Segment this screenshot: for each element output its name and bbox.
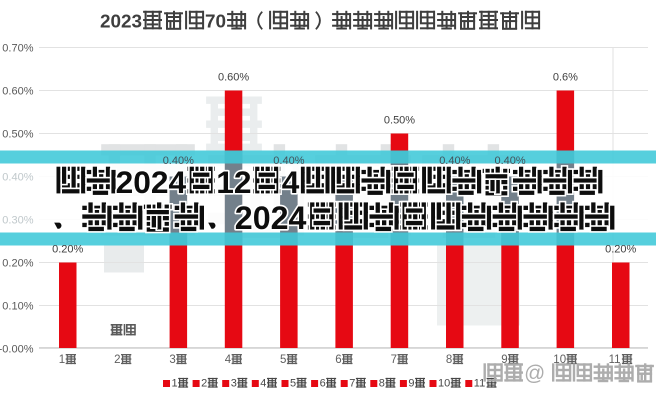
- svg-text:6: 6: [335, 354, 341, 366]
- svg-text:2: 2: [114, 354, 120, 366]
- svg-text:2024: 2024: [116, 164, 187, 200]
- svg-text:8: 8: [446, 354, 452, 366]
- svg-text:@: @: [524, 362, 545, 385]
- svg-text:0.6%: 0.6%: [553, 72, 578, 84]
- svg-text:0.50%: 0.50%: [384, 115, 415, 127]
- svg-text:7: 7: [349, 378, 355, 390]
- svg-text:2023: 2023: [100, 12, 142, 33]
- svg-text:2: 2: [201, 378, 207, 390]
- svg-text:6: 6: [320, 378, 326, 390]
- svg-text:0.20%: 0.20%: [605, 244, 636, 256]
- svg-text:0.10%: 0.10%: [2, 300, 33, 312]
- svg-text:1: 1: [59, 354, 65, 366]
- svg-text:0.20%: 0.20%: [2, 257, 33, 269]
- svg-text:4: 4: [225, 354, 232, 366]
- svg-text:0.70%: 0.70%: [2, 42, 33, 54]
- svg-text:0.60%: 0.60%: [2, 85, 33, 97]
- svg-text:12: 12: [216, 164, 251, 200]
- svg-text:0.40%: 0.40%: [273, 155, 304, 167]
- svg-text:2024: 2024: [235, 200, 307, 236]
- svg-text:9: 9: [501, 354, 507, 366]
- svg-text:0.30%: 0.30%: [2, 214, 33, 226]
- svg-text:10: 10: [553, 354, 566, 366]
- svg-text:0.60%: 0.60%: [218, 72, 249, 84]
- svg-text:5: 5: [290, 378, 296, 390]
- svg-text:0.40%: 0.40%: [439, 155, 470, 167]
- svg-text:10: 10: [438, 378, 450, 390]
- svg-text:4: 4: [282, 164, 300, 200]
- svg-text:0.20%: 0.20%: [52, 244, 83, 256]
- svg-text:3: 3: [231, 378, 237, 390]
- svg-text:-0.00%: -0.00%: [0, 343, 34, 355]
- svg-text:3: 3: [169, 354, 175, 366]
- svg-text:1: 1: [172, 378, 178, 390]
- svg-text:11: 11: [474, 378, 485, 390]
- svg-text:0.40%: 0.40%: [2, 171, 33, 183]
- svg-text:7: 7: [391, 354, 397, 366]
- svg-text:0.40%: 0.40%: [494, 155, 525, 167]
- svg-text:9: 9: [408, 378, 414, 390]
- svg-text:5: 5: [280, 354, 286, 366]
- svg-text:11: 11: [609, 354, 621, 366]
- svg-text:0.40%: 0.40%: [163, 155, 194, 167]
- svg-text:4: 4: [260, 378, 266, 390]
- svg-text:70: 70: [205, 12, 226, 33]
- svg-text:8: 8: [379, 378, 385, 390]
- svg-text:0.50%: 0.50%: [2, 128, 33, 140]
